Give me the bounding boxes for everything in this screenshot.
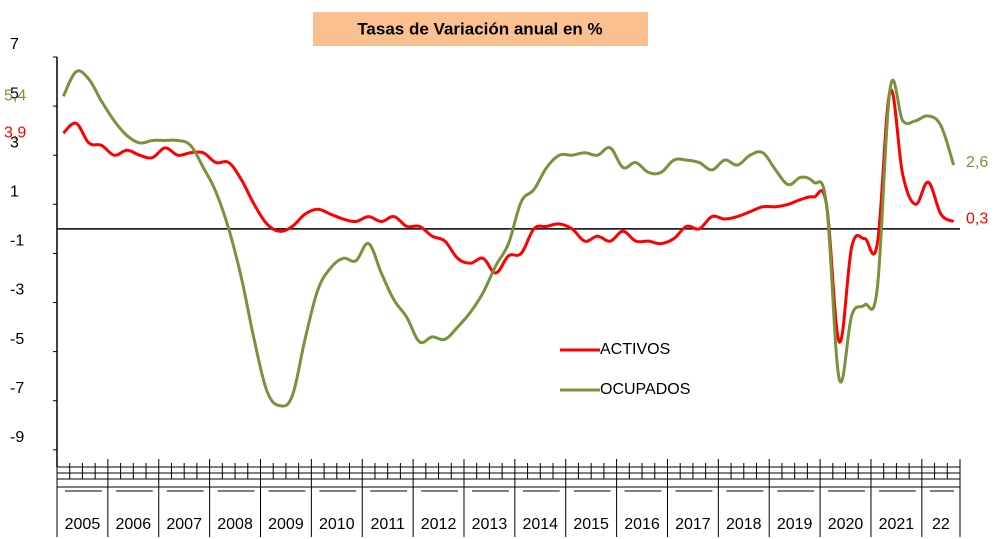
x-tick-label: 2013 [472, 516, 508, 533]
x-tick-label: 2014 [522, 516, 558, 533]
chart-title: Tasas de Variación anual en % [357, 19, 602, 38]
x-tick-label: 2009 [268, 516, 304, 533]
y-tick-label: 3 [10, 134, 19, 151]
legend-label: ACTIVOS [600, 341, 670, 358]
x-tick-label: 2007 [166, 516, 202, 533]
x-tick-label: 2010 [319, 516, 355, 533]
y-tick-label: -7 [10, 380, 24, 397]
value-label: 2,6 [966, 154, 988, 171]
x-tick-label: 2005 [65, 516, 101, 533]
y-tick-label: 7 [10, 36, 19, 53]
value-label: 3,9 [4, 124, 26, 141]
y-tick-label: 5 [10, 85, 19, 102]
x-tick-label: 2021 [879, 516, 915, 533]
legend-label: OCUPADOS [600, 381, 690, 398]
y-tick-label: 1 [10, 184, 19, 201]
series-line [62, 69, 956, 408]
value-label: 0,3 [966, 211, 988, 228]
x-tick-label: 2006 [116, 516, 152, 533]
x-tick-label: 2012 [421, 516, 457, 533]
x-tick-label: 2017 [675, 516, 711, 533]
series-line [62, 88, 955, 344]
x-tick-label: 2018 [726, 516, 762, 533]
value-label: 5,4 [4, 88, 26, 105]
y-tick-label: -9 [10, 429, 24, 446]
x-tick-label: 2011 [370, 516, 405, 533]
y-tick-label: -3 [10, 282, 24, 299]
x-tick-label: 2019 [777, 516, 813, 533]
title-box [313, 12, 648, 46]
y-tick-label: -5 [10, 331, 24, 348]
x-tick-label: 2020 [828, 516, 864, 533]
y-tick-label: -1 [10, 233, 24, 250]
x-tick-label: 2015 [573, 516, 609, 533]
x-tick-label: 2008 [217, 516, 253, 533]
x-tick-label: 2016 [624, 516, 660, 533]
x-tick-label: 22 [932, 516, 950, 533]
